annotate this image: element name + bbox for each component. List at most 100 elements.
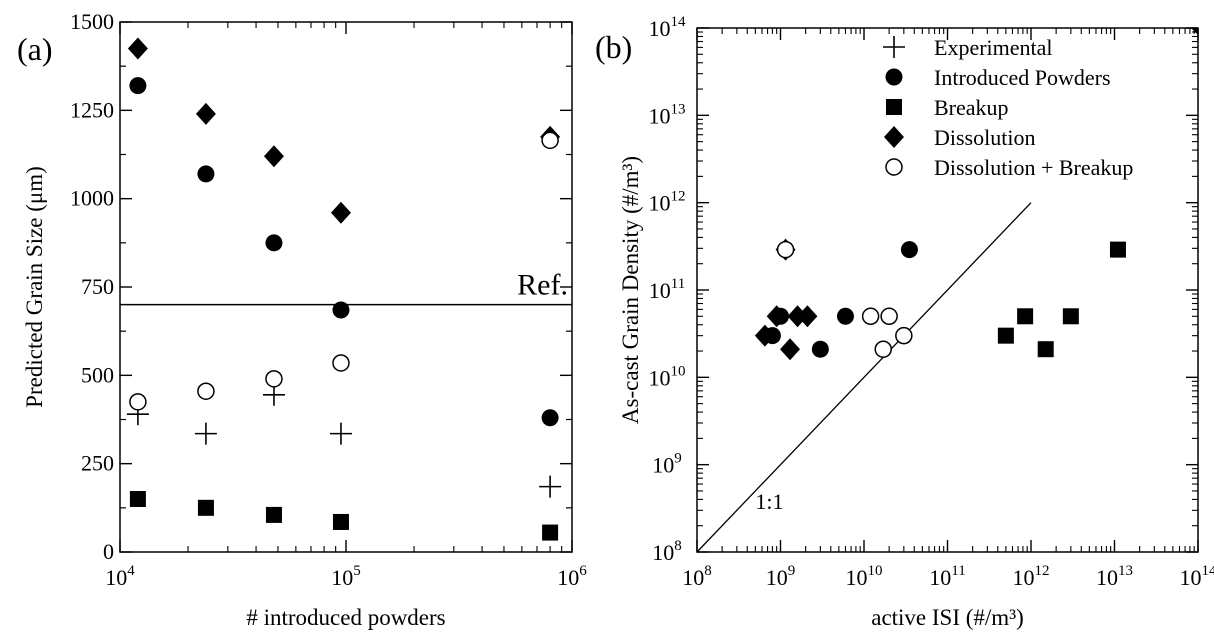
panel-b-y-tick-label: 1014 — [649, 14, 687, 41]
panel-b-x-tick-label-base: 10 — [766, 565, 788, 590]
panel-b-y-tick-label: 109 — [652, 451, 682, 478]
legend-label: Introduced Powders — [934, 65, 1111, 90]
panel-b-point-filled-diamond — [766, 305, 787, 328]
panel-a-point-filled-square — [542, 524, 559, 541]
panel-b-x-tick-label: 1011 — [929, 563, 965, 590]
panel-b-y-tick-label-exponent: 9 — [674, 451, 682, 467]
panel-b-x-tick-label: 1010 — [846, 563, 883, 590]
panel-b-x-tick-label-base: 10 — [929, 565, 951, 590]
panel-b-x-tick-label: 108 — [682, 563, 712, 590]
panel-a-point-plus — [194, 422, 217, 445]
panel-b-point-open-circle — [776, 240, 795, 259]
panel-a-y-tick-label: 500 — [81, 362, 114, 387]
panel-b-y-tick-label: 1013 — [649, 101, 686, 128]
panel-b-y-tick-label-exponent: 14 — [671, 14, 687, 30]
panel-b-y-tick-label-base: 10 — [652, 453, 674, 478]
panel-a-point-filled-circle — [129, 77, 147, 95]
panel-a-y-tick-label: 0 — [103, 539, 114, 564]
panel-b-point-filled-square — [997, 327, 1014, 344]
panel-a-point-filled-square — [129, 491, 146, 507]
panel-a-x-tick-label-exponent: 5 — [353, 563, 361, 579]
panel-a-reference-label: Ref. — [517, 269, 568, 302]
panel-a-point-filled-circle — [265, 234, 283, 252]
panel-b-x-tick-label-exponent: 9 — [788, 563, 796, 579]
panel-b-point-filled-diamond — [797, 305, 818, 328]
panel-b-y-tick-label-exponent: 11 — [671, 276, 685, 292]
panel-b-scatter-plot: 1081081091091010101010111011101210121013… — [595, 14, 1214, 630]
panel-a-point-open-circle — [265, 370, 283, 388]
panel-b-point-filled-square — [1062, 308, 1079, 325]
panel-a-point-filled-diamond — [330, 201, 351, 224]
panel-a-point-filled-diamond — [127, 37, 148, 60]
panel-b-x-tick-label-base: 10 — [1013, 565, 1035, 590]
panel-a-point-plus — [539, 475, 562, 498]
panel-a-x-tick-label: 106 — [557, 563, 587, 590]
panel-b-x-axis-label: active ISI (#/m³) — [871, 605, 1024, 630]
panel-b-y-tick-label: 1012 — [649, 189, 686, 216]
panel-b-y-tick-label-base: 10 — [649, 365, 671, 390]
panel-a-point-filled-circle — [541, 409, 559, 427]
panel-b-y-tick-label-base: 10 — [649, 16, 671, 41]
panel-b-x-tick-label-base: 10 — [1096, 565, 1118, 590]
panel-a-point-plus — [329, 422, 352, 445]
panel-b-x-tick-label: 109 — [766, 563, 796, 590]
panel-a-y-tick-label: 1250 — [70, 97, 114, 122]
legend-label: Dissolution + Breakup — [934, 155, 1133, 180]
panel-b-x-tick-label-base: 10 — [846, 565, 868, 590]
panel-a-point-open-circle — [541, 131, 559, 150]
panel-b-identity-line — [696, 202, 1032, 553]
panel-a-y-tick-label: 1000 — [70, 186, 114, 211]
panel-b-y-tick-label-exponent: 12 — [671, 189, 686, 205]
legend-marker-filled-circle — [885, 68, 903, 86]
panel-b-x-tick-label: 1013 — [1096, 563, 1133, 590]
panel-b-point-open-circle — [880, 307, 898, 326]
panel-b-point-filled-circle — [900, 241, 918, 259]
panel-b-point-open-circle — [874, 340, 892, 358]
panel-a-y-tick-label: 250 — [81, 451, 114, 476]
panel-b-corner-marker — [1191, 28, 1198, 35]
panel-a-x-axis-label: # introduced powders — [246, 605, 445, 630]
legend-marker-open-circle — [885, 158, 903, 176]
panel-b-point-filled-diamond — [780, 338, 801, 361]
panel-b-x-tick-label-exponent: 12 — [1035, 563, 1050, 579]
panel-a-y-axis-label: Predicted Grain Size (μm) — [22, 166, 47, 408]
panel-a-point-filled-circle — [332, 301, 350, 319]
panel-b-point-open-circle — [895, 326, 913, 345]
panel-b-x-tick-label-exponent: 8 — [704, 563, 712, 579]
legend-marker-plus — [883, 36, 905, 58]
legend-label: Experimental — [934, 35, 1053, 60]
panel-b-point-filled-square — [1109, 241, 1126, 258]
panel-b-point-filled-circle — [836, 307, 854, 325]
panel-b-x-tick-label-exponent: 10 — [868, 563, 883, 579]
panel-a-point-open-circle — [129, 393, 147, 411]
panel-b-point-filled-circle — [811, 340, 829, 358]
legend-marker-filled-diamond — [884, 126, 904, 148]
panel-b-point-filled-square — [1017, 308, 1034, 325]
legend-label: Breakup — [934, 95, 1009, 120]
panel-a-x-tick-label: 104 — [105, 563, 135, 590]
panel-b-y-tick-label-base: 10 — [652, 540, 674, 565]
panel-b-label: (b) — [595, 29, 632, 65]
panel-a-point-open-circle — [332, 354, 350, 372]
panel-b-x-tick-label-base: 10 — [1180, 565, 1202, 590]
panel-b-y-tick-label-base: 10 — [649, 103, 671, 128]
panel-b-x-tick-label-exponent: 11 — [951, 563, 965, 579]
panel-a-point-filled-diamond — [195, 102, 216, 125]
panel-b-x-tick-label-exponent: 13 — [1118, 563, 1133, 579]
panel-a-x-tick-label-base: 10 — [331, 565, 353, 590]
panel-a-x-tick-label-base: 10 — [557, 565, 579, 590]
panel-b-point-filled-square — [1037, 341, 1054, 358]
panel-b-y-tick-label: 1010 — [649, 363, 686, 390]
panel-b-y-tick-label-exponent: 13 — [671, 101, 686, 117]
panel-b-y-tick-label: 1011 — [649, 276, 685, 303]
panel-a-frame — [119, 21, 573, 553]
panel-b-y-tick-label-base: 10 — [649, 191, 671, 216]
panel-b-identity-label: 1:1 — [755, 489, 783, 514]
panel-a-point-filled-square — [265, 506, 282, 523]
panel-b-point-open-circle — [861, 307, 880, 326]
panel-a-point-filled-circle — [197, 165, 215, 183]
panel-a-point-filled-square — [332, 513, 349, 530]
legend-marker-filled-square — [886, 99, 902, 115]
panel-b-y-axis-label: As-cast Grain Density (#/m³) — [618, 156, 643, 424]
